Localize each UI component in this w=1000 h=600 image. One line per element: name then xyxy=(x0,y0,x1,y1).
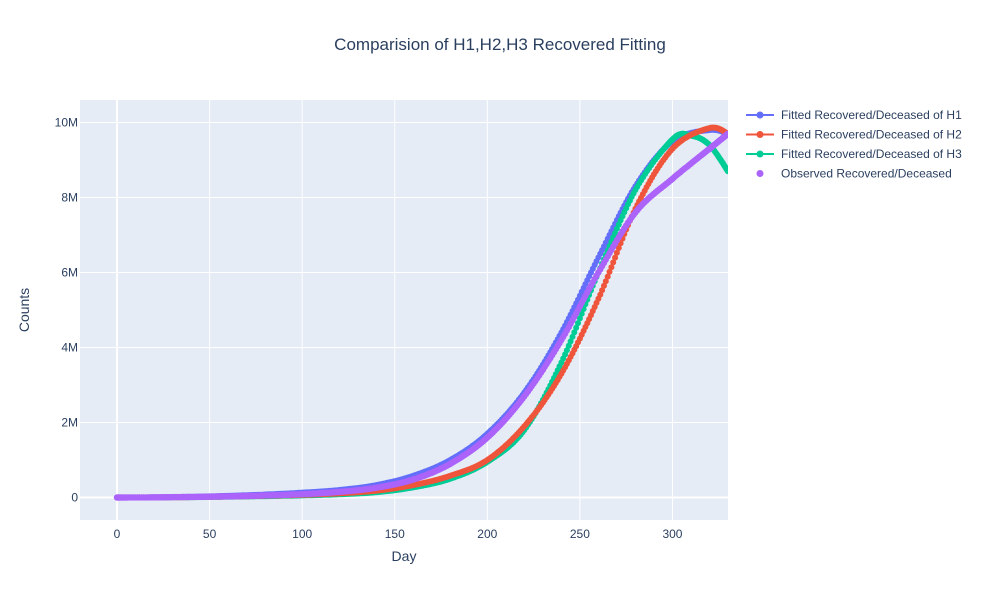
legend-item[interactable]: Fitted Recovered/Deceased of H1 xyxy=(746,108,962,122)
data-point xyxy=(573,324,580,331)
data-point xyxy=(569,333,576,340)
series-layer xyxy=(113,124,728,501)
data-point xyxy=(606,268,613,275)
data-point xyxy=(610,259,617,266)
data-point xyxy=(576,315,583,322)
data-point xyxy=(602,278,609,285)
legend-marker-swatch xyxy=(756,131,764,138)
legend-marker-swatch xyxy=(756,170,764,177)
x-axis-title: Day xyxy=(392,548,417,564)
data-point xyxy=(604,273,611,280)
y-tick-label: 6M xyxy=(61,266,78,280)
series-4 xyxy=(113,130,728,501)
legend-item[interactable]: Observed Recovered/Deceased xyxy=(756,167,952,181)
data-point xyxy=(601,282,607,289)
data-point xyxy=(725,168,728,175)
legend-label: Fitted Recovered/Deceased of H2 xyxy=(781,128,962,142)
data-point xyxy=(608,264,615,271)
legend-label: Observed Recovered/Deceased xyxy=(781,167,952,181)
y-axis-ticks: 0 2M 4M 6M 8M 10M xyxy=(55,116,79,505)
y-tick-label: 2M xyxy=(61,416,78,430)
legend-item[interactable]: Fitted Recovered/Deceased of H3 xyxy=(746,147,962,161)
y-tick-label: 0 xyxy=(71,491,78,505)
series-group xyxy=(113,124,728,501)
x-tick-label: 50 xyxy=(203,527,217,541)
data-point xyxy=(615,245,622,251)
legend-label: Fitted Recovered/Deceased of H1 xyxy=(781,108,962,122)
x-tick-label: 300 xyxy=(662,527,682,541)
y-tick-label: 10M xyxy=(55,116,78,130)
data-point xyxy=(612,254,619,261)
data-point xyxy=(575,320,581,327)
x-tick-label: 150 xyxy=(385,527,405,541)
x-tick-label: 100 xyxy=(292,527,312,541)
chart-title: Comparision of H1,H2,H3 Recovered Fittin… xyxy=(334,35,666,54)
data-point xyxy=(567,338,574,345)
x-tick-label: 250 xyxy=(570,527,590,541)
data-point xyxy=(724,130,728,137)
legend-marker-swatch xyxy=(756,111,764,119)
x-axis-ticks: 0 50 100 150 200 250 300 xyxy=(114,527,683,541)
legend[interactable]: Fitted Recovered/Deceased of H1 Fitted Re… xyxy=(746,108,962,181)
legend-item[interactable]: Fitted Recovered/Deceased of H2 xyxy=(746,128,962,142)
data-point xyxy=(613,249,620,256)
data-point xyxy=(571,329,578,336)
y-axis-title: Counts xyxy=(16,288,32,332)
legend-marker-swatch xyxy=(756,150,764,158)
x-tick-label: 0 xyxy=(114,527,121,541)
plot-background xyxy=(80,100,728,520)
y-tick-label: 8M xyxy=(61,191,78,205)
legend-label: Fitted Recovered/Deceased of H3 xyxy=(781,147,962,161)
y-tick-label: 4M xyxy=(61,341,78,355)
x-tick-label: 200 xyxy=(477,527,497,541)
